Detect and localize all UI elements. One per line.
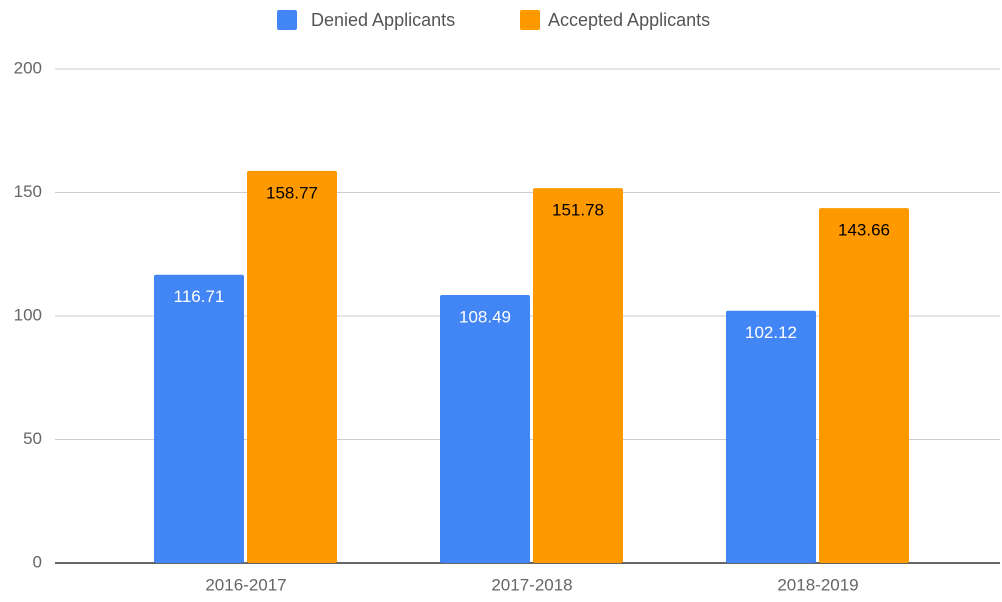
data-label: 143.66 — [838, 221, 890, 240]
legend-label: Accepted Applicants — [548, 10, 710, 30]
y-tick-label: 150 — [14, 182, 42, 201]
bar — [726, 310, 816, 563]
bar — [819, 208, 909, 564]
bar — [533, 188, 623, 563]
legend-label: Denied Applicants — [311, 10, 455, 30]
legend-swatch — [277, 10, 297, 30]
x-tick-label: 2018-2019 — [777, 575, 858, 594]
y-tick-label: 50 — [23, 429, 42, 448]
data-label: 102.12 — [745, 323, 797, 342]
x-tick-label: 2016-2017 — [205, 575, 286, 594]
bar — [440, 295, 530, 563]
y-tick-label: 200 — [14, 58, 42, 77]
y-tick-label: 100 — [14, 305, 42, 324]
bar — [247, 170, 337, 563]
data-label: 116.71 — [174, 287, 225, 306]
x-tick-label: 2017-2018 — [491, 575, 572, 594]
data-label: 158.77 — [266, 183, 318, 202]
data-label: 108.49 — [459, 308, 511, 327]
data-label: 151.78 — [552, 201, 604, 220]
legend-swatch — [520, 10, 540, 30]
bar — [154, 274, 244, 563]
y-tick-label: 0 — [33, 552, 42, 571]
